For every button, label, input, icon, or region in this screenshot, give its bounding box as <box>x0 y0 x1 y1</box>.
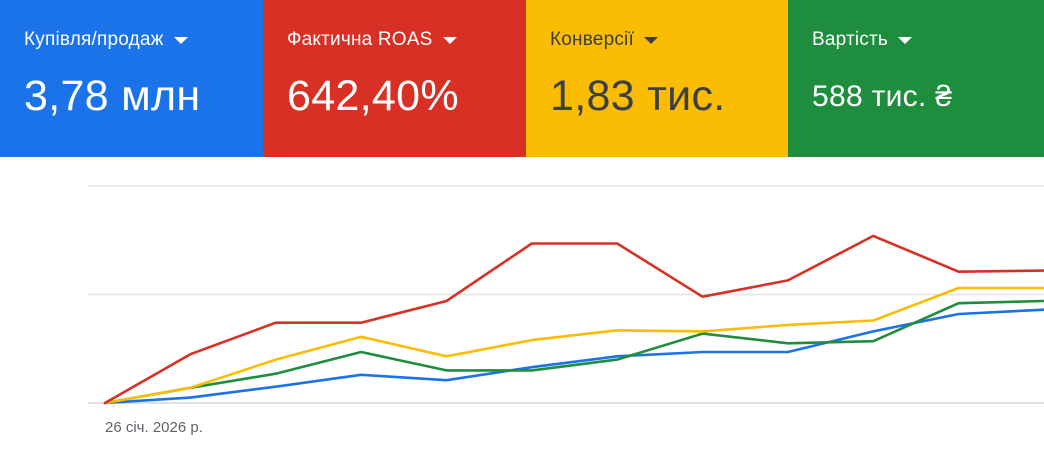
metric-card-conversions[interactable]: Конверсії 1,83 тис. <box>526 0 788 157</box>
dropdown-caret-icon[interactable] <box>898 36 913 44</box>
metric-value: 588 тис. ₴ <box>812 80 953 113</box>
metric-label: Фактична ROAS <box>287 29 457 51</box>
series-line <box>103 299 1044 405</box>
line-chart: 26 січ. 2026 р. <box>0 157 1044 460</box>
metric-label-text: Фактична ROAS <box>287 29 433 50</box>
dropdown-caret-icon[interactable] <box>643 36 658 44</box>
metric-label: Купівля/продаж <box>24 29 188 51</box>
series-line <box>103 286 1044 405</box>
metric-label: Вартість <box>812 29 913 51</box>
metric-label-text: Купівля/продаж <box>24 29 164 50</box>
metric-card-cost[interactable]: Вартість 588 тис. ₴ <box>788 0 1044 157</box>
metric-card-purchases[interactable]: Купівля/продаж 3,78 млн <box>0 0 263 157</box>
series-line <box>103 308 1044 405</box>
chart-svg: 26 січ. 2026 р. <box>88 185 1044 436</box>
metric-cards: Купівля/продаж 3,78 млн Фактична ROAS 64… <box>0 0 1044 157</box>
x-tick-label: 26 січ. 2026 р. <box>105 419 203 436</box>
metric-label-text: Вартість <box>812 29 889 50</box>
dropdown-caret-icon[interactable] <box>442 36 457 44</box>
metric-value: 1,83 тис. <box>550 72 726 120</box>
metric-value: 3,78 млн <box>24 72 201 120</box>
dropdown-caret-icon[interactable] <box>173 36 188 44</box>
metric-label: Конверсії <box>550 29 658 51</box>
series-line <box>103 234 1044 405</box>
metric-card-roas[interactable]: Фактична ROAS 642,40% <box>263 0 526 157</box>
metric-value: 642,40% <box>287 72 459 120</box>
metric-label-text: Конверсії <box>550 29 634 50</box>
